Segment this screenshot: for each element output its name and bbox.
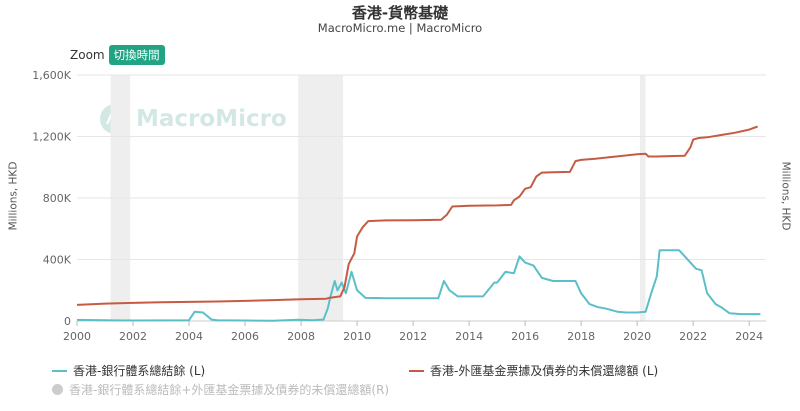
- chart-subtitle: MacroMicro.me | MacroMicro: [317, 21, 483, 35]
- axes: 0 400K 800K 1,200K 1,600K 2000 2002 2004 2006 200…: [32, 69, 763, 343]
- x-tick-label: 2014: [455, 330, 483, 343]
- legend-dot: [52, 384, 63, 395]
- toggle-time-button[interactable]: 切換時間: [108, 45, 165, 65]
- series-lines: [76, 125, 761, 322]
- y-axis-title-left: Millions, HKD: [7, 161, 20, 231]
- x-tick-label: 2000: [63, 330, 91, 343]
- series-line-bank-balance[interactable]: [76, 249, 761, 322]
- y-tick-label: 1,200K: [32, 131, 71, 144]
- x-tick-label: 2024: [735, 330, 763, 343]
- y-tick-label: 400K: [43, 254, 72, 267]
- x-tick-label: 2008: [287, 330, 315, 343]
- x-tick-label: 2020: [623, 330, 651, 343]
- legend-label: 香港-銀行體系總結餘+外匯基金票據及債券的未償還總額(R): [69, 383, 390, 397]
- series-line-exchange-fund[interactable]: [76, 125, 758, 306]
- legend-item-exchange-fund[interactable]: 香港-外匯基金票據及債券的未償還總額 (L): [409, 362, 658, 379]
- zoom-control: Zoom 切換時間: [70, 45, 165, 65]
- legend-swatch: [52, 369, 67, 372]
- zoom-label: Zoom: [70, 48, 105, 62]
- y-tick-label: 0: [64, 315, 71, 328]
- chart-title: 香港-貨幣基礎: [351, 4, 449, 22]
- y-tick-label: 800K: [43, 192, 72, 205]
- legend-item-total-hidden[interactable]: 香港-銀行體系總結餘+外匯基金票據及債券的未償還總額(R): [52, 381, 389, 398]
- legend-label: 香港-銀行體系總結餘 (L): [73, 364, 206, 378]
- y-axis-title-right: Millions, HKD: [779, 161, 792, 231]
- x-tick-label: 2006: [231, 330, 259, 343]
- legend-item-bank-balance[interactable]: 香港-銀行體系總結餘 (L): [52, 362, 205, 379]
- x-tick-label: 2016: [511, 330, 539, 343]
- x-tick-label: 2012: [399, 330, 427, 343]
- x-tick-label: 2004: [175, 330, 203, 343]
- x-tick-label: 2018: [567, 330, 595, 343]
- legend-swatch: [409, 369, 424, 372]
- y-tick-label: 1,600K: [32, 69, 71, 82]
- grid-lines: [77, 74, 766, 322]
- x-tick-label: 2010: [343, 330, 371, 343]
- x-tick-label: 2002: [119, 330, 147, 343]
- legend-label: 香港-外匯基金票據及債券的未償還總額 (L): [430, 364, 659, 378]
- watermark-text: MacroMicro: [136, 106, 287, 132]
- x-tick-label: 2022: [679, 330, 707, 343]
